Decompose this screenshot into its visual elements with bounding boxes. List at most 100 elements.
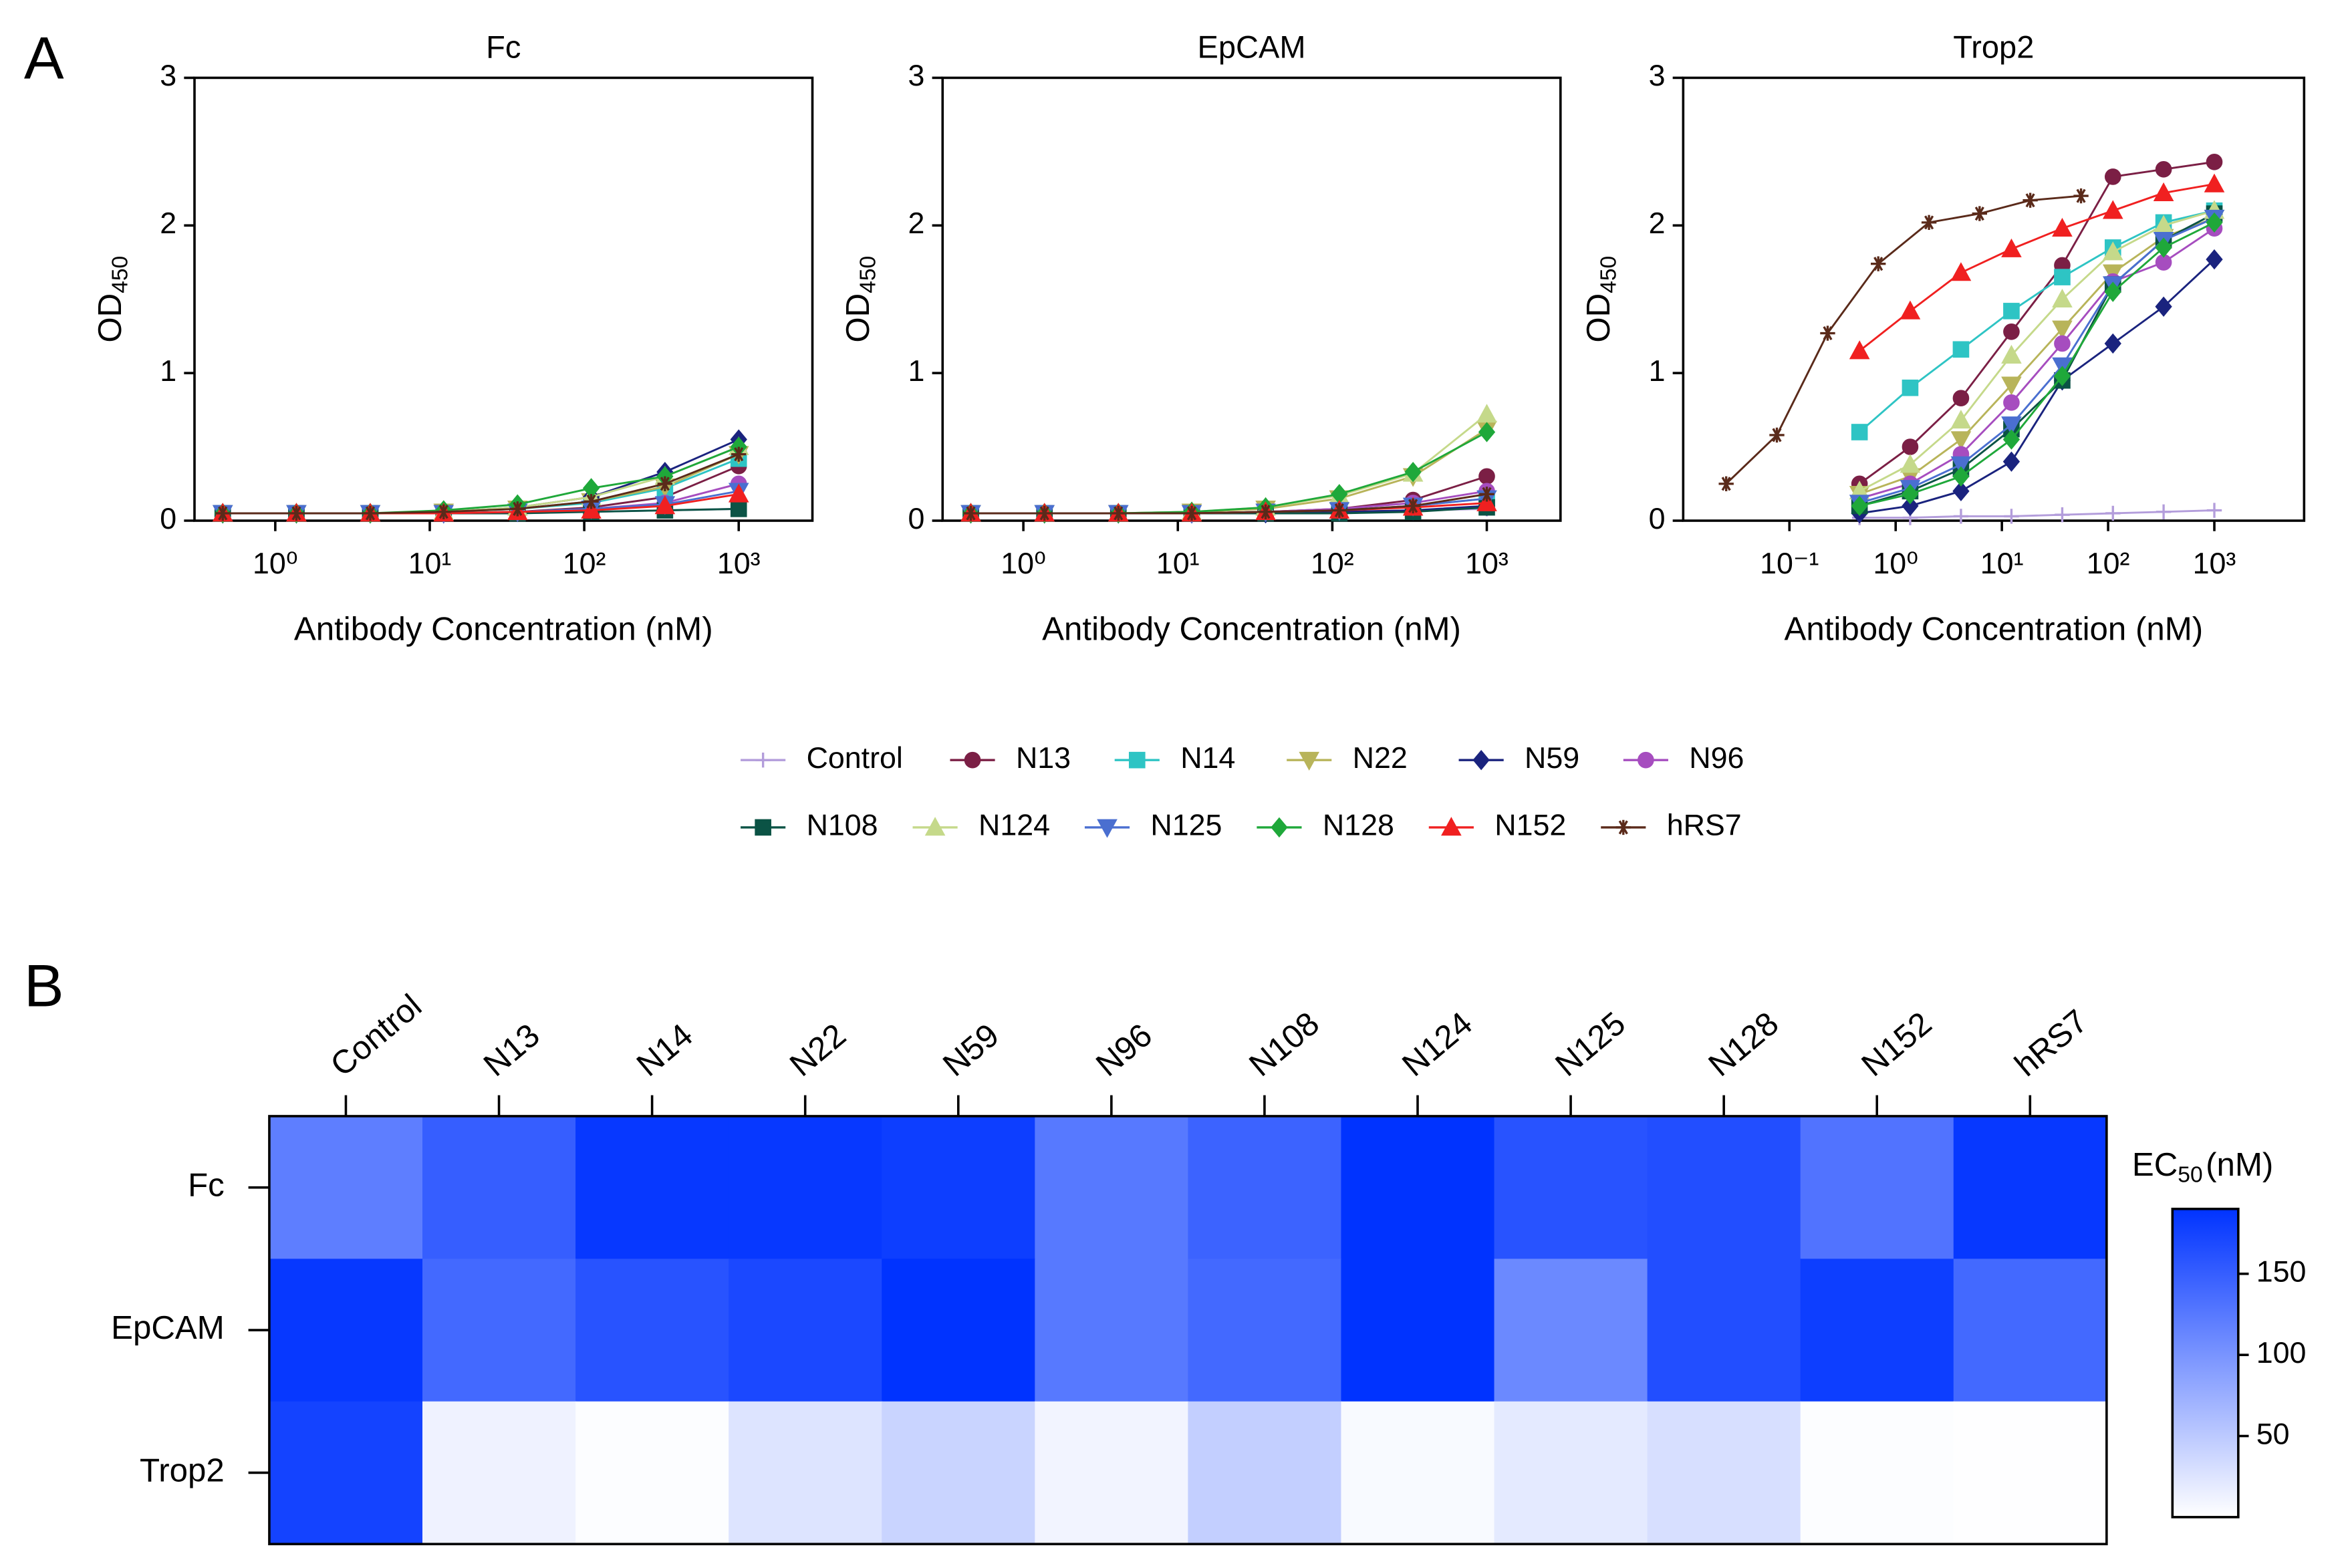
marker: [2155, 237, 2172, 258]
x-tick-label: 10³: [717, 547, 761, 580]
marker: [510, 501, 525, 517]
marker: [731, 446, 747, 462]
marker: [1902, 484, 1919, 505]
colorbar-title-unit: (nM): [2206, 1146, 2273, 1183]
marker: [2023, 192, 2038, 208]
heatmap-cell: [575, 1401, 730, 1545]
x-axis-label: Antibody Concentration (nM): [1784, 611, 2203, 648]
marker: [1902, 495, 1919, 517]
marker: [1718, 476, 1734, 491]
column-label: N22: [783, 1017, 853, 1083]
panel-label: B: [24, 952, 64, 1019]
marker: [2001, 238, 2022, 257]
marker: [1902, 379, 1919, 396]
heatmap-cell: [269, 1116, 424, 1260]
x-tick-label: 10¹: [1156, 547, 1200, 580]
marker: [2001, 416, 2022, 436]
marker: [1851, 424, 1868, 440]
marker: [1900, 454, 1921, 473]
colorbar-tick-label: 150: [2256, 1255, 2307, 1289]
colorbar-title-sub: 50: [2178, 1162, 2202, 1187]
marker: [2104, 281, 2121, 302]
y-tick-label: 1: [1649, 354, 1666, 388]
y-tick-label: 2: [160, 207, 176, 240]
heatmap-cell: [1341, 1401, 1495, 1545]
marker: [2001, 344, 2022, 364]
legend-label: N124: [979, 809, 1050, 842]
marker: [2002, 429, 2021, 450]
chart-title: Fc: [486, 29, 521, 64]
marker: [2073, 188, 2089, 204]
legend-label: N14: [1180, 741, 1235, 775]
marker: [1769, 427, 1785, 443]
y-tick-label: 1: [160, 354, 176, 388]
series-line: [1859, 227, 2215, 500]
marker: [436, 504, 451, 519]
heatmap-cell: [1494, 1116, 1648, 1260]
colorbar-tick-label: 100: [2256, 1336, 2307, 1369]
heatmap-cell: [269, 1401, 424, 1545]
marker: [1271, 817, 1288, 838]
y-tick-label: 0: [1649, 502, 1666, 535]
marker: [1972, 206, 1988, 221]
heatmap-cell: [1647, 1259, 1801, 1402]
marker: [1851, 495, 1868, 517]
marker: [755, 752, 771, 768]
heatmap-cell: [882, 1259, 1036, 1402]
y-tick-label: 2: [1649, 207, 1666, 240]
marker: [2053, 366, 2071, 386]
x-tick-label: 10²: [563, 547, 606, 580]
legend-label: N152: [1494, 809, 1566, 842]
y-tick-label: 3: [908, 59, 924, 92]
x-tick-label: 10³: [1465, 547, 1509, 580]
marker: [1952, 390, 1970, 407]
heatmap-cell: [1953, 1259, 2107, 1402]
marker: [2004, 509, 2019, 524]
marker: [1638, 751, 1654, 769]
marker: [728, 483, 749, 503]
marker: [1472, 750, 1490, 771]
marker: [2055, 507, 2070, 523]
heatmap-cell: [1494, 1401, 1648, 1545]
y-axis-label-main: OD: [1580, 293, 1617, 343]
x-tick-label: 10³: [2193, 547, 2236, 580]
marker: [2156, 504, 2172, 519]
marker: [2153, 182, 2174, 202]
marker: [657, 476, 673, 491]
heatmap-cell: [1188, 1116, 1342, 1260]
legend-label: N59: [1525, 741, 1579, 775]
heatmap-cell: [1953, 1401, 2107, 1545]
marker: [2052, 288, 2073, 308]
marker: [1952, 341, 1970, 358]
legend-label: N13: [1016, 741, 1071, 775]
marker: [2104, 168, 2121, 185]
heatmap-cell: [575, 1116, 730, 1260]
marker: [1615, 819, 1631, 835]
column-label: Control: [323, 987, 428, 1083]
marker: [964, 751, 981, 769]
marker: [1952, 481, 1970, 502]
legend-label: N22: [1353, 741, 1408, 775]
legend-label: N96: [1689, 741, 1744, 775]
marker: [2003, 323, 2020, 340]
heatmap-cell: [1035, 1116, 1189, 1260]
marker: [2206, 503, 2222, 518]
heatmap-cell: [1953, 1116, 2107, 1260]
marker: [581, 499, 602, 519]
marker: [924, 817, 946, 836]
row-label: Fc: [188, 1167, 225, 1204]
plot-frame: [193, 76, 814, 522]
column-label: N108: [1243, 1005, 1327, 1083]
y-axis-label-main: OD: [839, 293, 876, 343]
column-label: N96: [1089, 1017, 1159, 1083]
x-tick-label: 10²: [2087, 547, 2130, 580]
legend-label: N128: [1323, 809, 1394, 842]
series-line: [223, 453, 739, 515]
marker: [654, 495, 676, 515]
series-line: [1859, 221, 2215, 507]
marker: [2052, 217, 2073, 237]
y-axis-label: OD450: [1580, 256, 1621, 343]
heatmap-cell: [422, 1259, 577, 1402]
